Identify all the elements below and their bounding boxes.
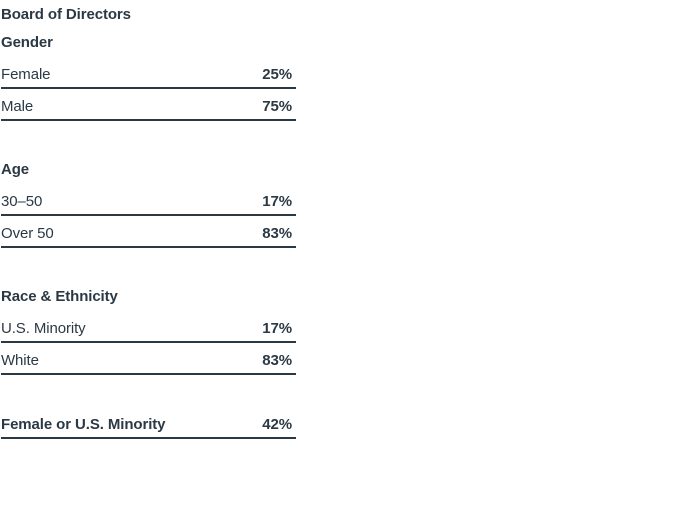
row-value: 83% (262, 225, 292, 242)
row-value: 83% (262, 352, 292, 369)
section-gender: Gender Female 25% Male 75% (1, 33, 296, 121)
row-label: White (1, 352, 39, 369)
row-label: Over 50 (1, 225, 54, 242)
table-row: Over 50 83% (1, 216, 296, 248)
row-label: U.S. Minority (1, 320, 86, 337)
summary-row: Female or U.S. Minority 42% (1, 407, 296, 439)
board-of-directors-table: Board of Directors Gender Female 25% Mal… (0, 0, 296, 439)
section-header-age: Age (1, 161, 30, 178)
table-row: 30–50 17% (1, 184, 296, 216)
section-header-gender: Gender (1, 34, 53, 51)
row-value: 75% (262, 98, 292, 115)
row-label: Female or U.S. Minority (1, 416, 166, 433)
row-value: 17% (262, 320, 292, 337)
section-race-ethnicity: Race & Ethnicity U.S. Minority 17% White… (1, 287, 296, 375)
page-title: Board of Directors (1, 6, 131, 23)
row-value: 17% (262, 193, 292, 210)
row-label: Male (1, 98, 34, 115)
section-header-race-ethnicity: Race & Ethnicity (1, 288, 118, 305)
table-row: White 83% (1, 343, 296, 375)
table-row: Female 25% (1, 57, 296, 89)
row-label: 30–50 (1, 193, 43, 210)
table-row: U.S. Minority 17% (1, 311, 296, 343)
table-row: Male 75% (1, 89, 296, 121)
row-value: 25% (262, 66, 292, 83)
section-age: Age 30–50 17% Over 50 83% (1, 160, 296, 248)
row-label: Female (1, 66, 51, 83)
row-value: 42% (262, 416, 292, 433)
